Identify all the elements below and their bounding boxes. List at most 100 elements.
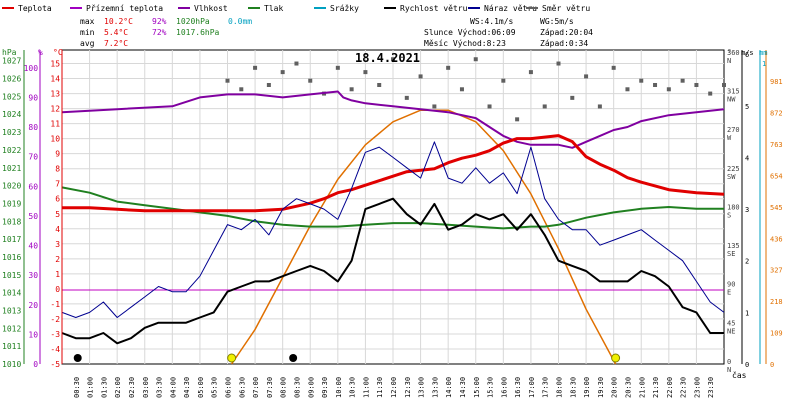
wind-direction-point bbox=[377, 82, 382, 87]
celsius-tick-label: -3 bbox=[50, 330, 60, 339]
wind-direction-point bbox=[349, 87, 354, 92]
time-tick-label: 22:30 bbox=[680, 377, 688, 398]
wind-direction-point bbox=[570, 95, 575, 100]
hpa-tick-label: 1023 bbox=[2, 128, 21, 137]
solar-tick-label: 218 bbox=[770, 298, 783, 306]
stats-text: Západ:0:34 bbox=[540, 39, 588, 48]
direction-tick-compass: S bbox=[727, 211, 731, 219]
sunrise-marker bbox=[227, 353, 237, 363]
celsius-tick-label: 10 bbox=[50, 135, 60, 144]
wind-direction-point bbox=[308, 78, 313, 83]
celsius-tick-label: 3 bbox=[55, 240, 60, 249]
axis-direction-title: ° bbox=[727, 48, 732, 57]
moonrise-marker bbox=[289, 354, 298, 362]
time-tick-label: 01:00 bbox=[87, 377, 95, 398]
percent-tick-label: 30 bbox=[28, 271, 38, 280]
time-tick-label: 03:00 bbox=[142, 377, 150, 398]
direction-tick-compass: W bbox=[727, 134, 732, 142]
wind-direction-point bbox=[542, 104, 547, 109]
hpa-tick-label: 1026 bbox=[2, 75, 21, 84]
msec-tick-label: 3 bbox=[745, 206, 749, 214]
direction-tick-degree: 270 bbox=[727, 126, 740, 134]
direction-tick-degree: 90 bbox=[727, 281, 735, 289]
percent-tick-label: 0 bbox=[33, 360, 38, 369]
legend-label: Rychlost větru bbox=[400, 4, 468, 13]
legend: Teplota Přízemní teplota Vlhkost Tlak Srážky… bbox=[2, 4, 590, 13]
hpa-tick-label: 1024 bbox=[2, 110, 21, 119]
solar-tick-label: 872 bbox=[770, 110, 783, 118]
time-tick-label: 02:00 bbox=[114, 377, 122, 398]
wind-direction-point bbox=[473, 57, 478, 62]
time-tick-label: 12:00 bbox=[390, 377, 398, 398]
hpa-tick-label: 1021 bbox=[2, 164, 21, 173]
wind-direction-point bbox=[487, 104, 492, 109]
time-tick-label: 22:00 bbox=[666, 377, 674, 398]
wind-direction-point bbox=[653, 82, 658, 87]
series-wind-speed-line bbox=[61, 197, 724, 345]
wind-direction-point bbox=[680, 78, 685, 83]
legend-label: Přízemní teplota bbox=[86, 4, 163, 13]
time-tick-label: 06:30 bbox=[238, 377, 246, 398]
wind-direction-point bbox=[515, 117, 520, 122]
stats-text: 10.2°C bbox=[104, 17, 133, 26]
stats-text: avg bbox=[80, 39, 95, 48]
time-tick-label: 11:00 bbox=[362, 377, 370, 398]
chart-title: 18.4.2021 bbox=[355, 51, 420, 65]
wind-direction-point bbox=[625, 87, 630, 92]
wind-direction-point bbox=[266, 82, 271, 87]
celsius-tick-label: 13 bbox=[50, 90, 60, 99]
wind-direction-point bbox=[418, 74, 423, 79]
wind-direction-point bbox=[363, 70, 368, 75]
stats-panel: max 10.2°C 92% 1020hPa 0.0mm WS:4.1m/s WG:5m/s… bbox=[80, 17, 593, 48]
hpa-tick-label: 1022 bbox=[2, 146, 21, 155]
stats-text: Měsíc Východ:8:23 bbox=[424, 39, 506, 48]
time-tick-label: 13:30 bbox=[431, 377, 439, 398]
axis-percent-title: % bbox=[38, 48, 43, 57]
solar-tick-label: 109 bbox=[770, 330, 783, 338]
series-humidity-line bbox=[61, 90, 725, 149]
direction-tick-degree: 135 bbox=[727, 242, 740, 250]
time-tick-label: 15:30 bbox=[487, 377, 495, 398]
stats-text: 1017.6hPa bbox=[176, 28, 220, 37]
time-tick-label: 07:00 bbox=[252, 377, 260, 398]
wind-direction-point bbox=[584, 74, 589, 79]
axes: hPa% °C1027102610251024102310221021102010… bbox=[2, 48, 783, 398]
celsius-tick-label: -5 bbox=[50, 360, 60, 369]
time-tick-label: 04:00 bbox=[169, 377, 177, 398]
time-tick-label: 00:30 bbox=[73, 377, 81, 398]
percent-tick-label: 100 bbox=[24, 64, 39, 73]
time-tick-label: 18:00 bbox=[556, 377, 564, 398]
celsius-tick-label: 11 bbox=[50, 120, 60, 129]
wind-direction-point bbox=[391, 57, 395, 62]
hpa-tick-label: 1013 bbox=[2, 306, 21, 315]
celsius-tick-label: 15 bbox=[50, 60, 60, 69]
celsius-tick-label: 2 bbox=[55, 255, 60, 264]
direction-tick-compass: SE bbox=[727, 250, 735, 258]
celsius-tick-label: 7 bbox=[55, 180, 60, 189]
direction-tick-degree: 0 bbox=[727, 358, 731, 366]
wind-direction-point bbox=[722, 82, 726, 87]
time-tick-label: 15:00 bbox=[473, 377, 481, 398]
legend-label: Vlhkost bbox=[194, 4, 228, 13]
stats-text: Západ:20:04 bbox=[540, 28, 593, 37]
celsius-tick-label: 12 bbox=[50, 105, 60, 114]
axis-mm-title: mm bbox=[759, 49, 767, 57]
axis-celsius-title: °C bbox=[53, 48, 63, 57]
time-tick-label: 03:30 bbox=[156, 377, 164, 398]
percent-tick-label: 10 bbox=[28, 330, 38, 339]
wind-direction-point bbox=[294, 61, 299, 66]
time-tick-label: 21:30 bbox=[652, 377, 660, 398]
time-tick-label: 17:30 bbox=[542, 377, 550, 398]
time-tick-label: 07:30 bbox=[266, 377, 274, 398]
time-tick-label: 04:30 bbox=[183, 377, 191, 398]
mm-tick-label: 1 bbox=[762, 60, 766, 68]
wind-direction-point bbox=[694, 82, 699, 87]
legend-label: Srážky bbox=[330, 4, 359, 13]
percent-tick-label: 20 bbox=[28, 301, 38, 310]
hpa-tick-label: 1012 bbox=[2, 324, 21, 333]
time-tick-label: 08:00 bbox=[280, 377, 288, 398]
hpa-tick-label: 1018 bbox=[2, 217, 21, 226]
direction-tick-degree: 360 bbox=[727, 49, 740, 57]
direction-tick-compass: SW bbox=[727, 173, 736, 181]
